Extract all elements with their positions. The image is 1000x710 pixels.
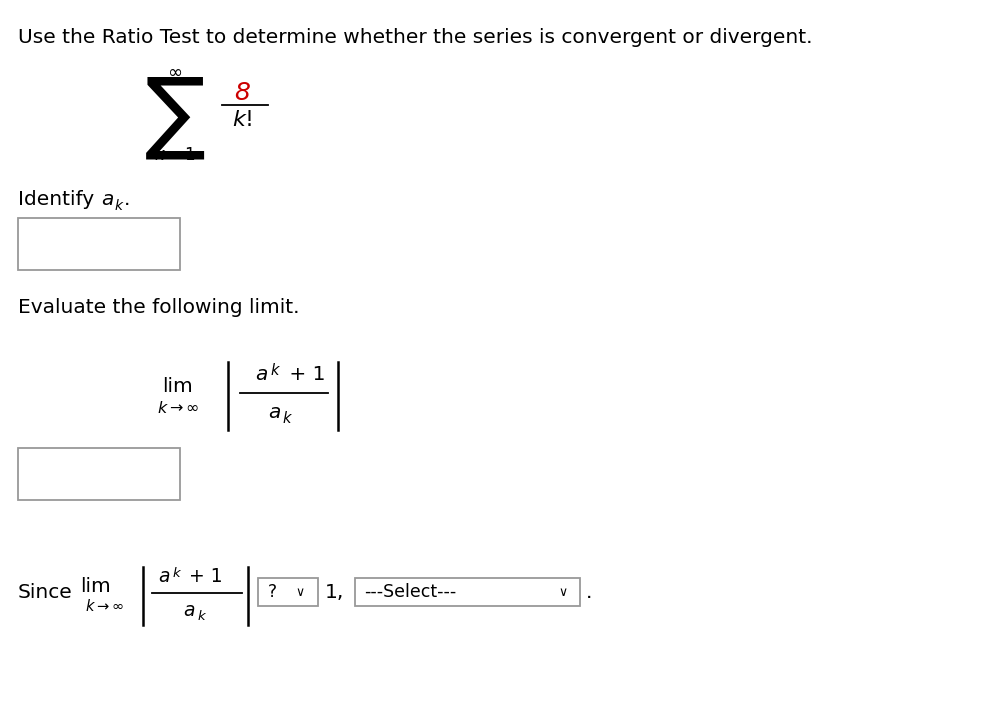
Text: 8: 8 — [234, 81, 250, 105]
Text: $k = 1$: $k = 1$ — [154, 146, 196, 164]
Text: lim: lim — [163, 376, 193, 395]
Text: $\sum$: $\sum$ — [144, 75, 206, 161]
Text: .: . — [586, 582, 592, 601]
Text: $k$: $k$ — [114, 198, 124, 213]
Text: Since: Since — [18, 582, 73, 601]
Text: 1,: 1, — [325, 582, 344, 601]
Text: $k!$: $k!$ — [232, 110, 252, 130]
Text: $k \to \infty$: $k \to \infty$ — [85, 598, 124, 614]
Text: lim: lim — [80, 577, 111, 596]
Text: Evaluate the following limit.: Evaluate the following limit. — [18, 298, 300, 317]
Text: $a$: $a$ — [183, 601, 195, 620]
Text: ∨: ∨ — [558, 586, 568, 599]
FancyBboxPatch shape — [355, 578, 580, 606]
Text: $\infty$: $\infty$ — [167, 63, 183, 81]
Text: Identify: Identify — [18, 190, 100, 209]
Text: $k$: $k$ — [197, 609, 207, 623]
Text: $a$: $a$ — [268, 403, 281, 422]
Text: $k$: $k$ — [270, 362, 281, 378]
Text: $k \to \infty$: $k \to \infty$ — [157, 400, 199, 416]
Text: .: . — [124, 190, 130, 209]
FancyBboxPatch shape — [258, 578, 318, 606]
Text: + 1: + 1 — [283, 364, 326, 383]
Text: ---Select---: ---Select--- — [364, 583, 456, 601]
Text: Use the Ratio Test to determine whether the series is convergent or divergent.: Use the Ratio Test to determine whether … — [18, 28, 812, 47]
Text: $k$: $k$ — [172, 566, 182, 580]
Text: $a$: $a$ — [255, 364, 268, 383]
Text: $a$: $a$ — [158, 567, 170, 586]
Text: $a$: $a$ — [101, 190, 114, 209]
FancyBboxPatch shape — [18, 448, 180, 500]
Text: ?: ? — [268, 583, 277, 601]
Text: ∨: ∨ — [295, 586, 305, 599]
Text: $k$: $k$ — [282, 410, 293, 426]
FancyBboxPatch shape — [18, 218, 180, 270]
Text: + 1: + 1 — [183, 567, 223, 586]
